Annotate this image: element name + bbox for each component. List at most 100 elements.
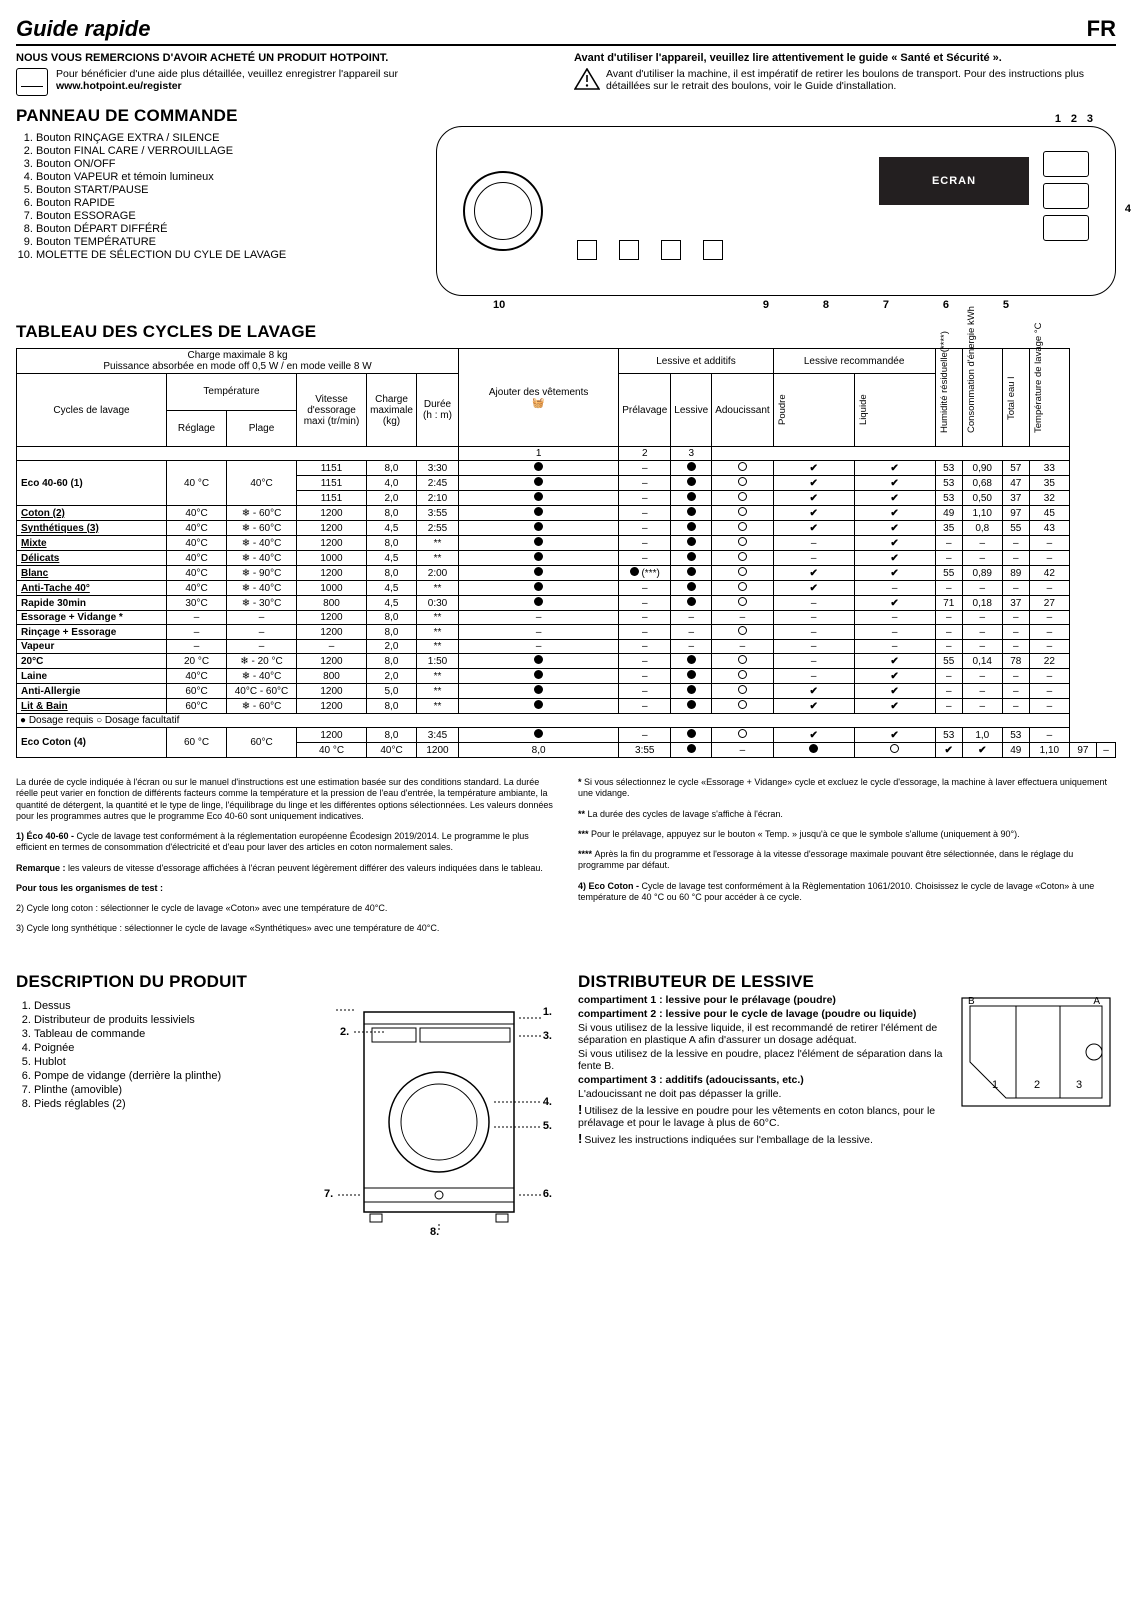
cell — [773, 625, 854, 640]
cell — [671, 611, 712, 625]
cell — [773, 669, 854, 684]
cell: 2:00 — [417, 566, 459, 581]
th-add-label: Ajouter des vêtements — [489, 387, 589, 398]
cell — [619, 625, 671, 640]
cell — [773, 640, 854, 654]
cell: 53 — [935, 476, 962, 491]
cell: 27 — [1029, 596, 1069, 611]
cell — [712, 521, 773, 536]
th-wtemp: Température de lavage °C — [1029, 349, 1069, 447]
table-row: Blanc40°C❄ - 90°C12008,02:00 (***)550,89… — [17, 566, 1116, 581]
language-code: FR — [1087, 16, 1116, 42]
cell — [459, 728, 619, 743]
diagram-num-6: 6 — [943, 299, 949, 311]
cell — [935, 581, 962, 596]
cell: 5,0 — [367, 684, 417, 699]
table-head-info: Charge maximale 8 kg Puissance absorbée … — [17, 349, 459, 374]
cell: ** — [417, 551, 459, 566]
cell — [854, 551, 935, 566]
fn-p5: 2) Cycle long coton : sélectionner le cy… — [16, 903, 554, 914]
control-label: Bouton RAPIDE — [36, 197, 115, 209]
cell — [854, 461, 935, 476]
detergent-diagram: 1 2 3 B A — [956, 992, 1116, 1112]
th-water-label: Total eau l — [1006, 363, 1017, 433]
warning-text: Avant d'utiliser la machine, il est impé… — [606, 68, 1116, 92]
cell: ❄ - 60°C — [227, 699, 297, 714]
th-spin: Vitesse d'essorage maxi (tr/min) — [297, 374, 367, 447]
cell: 1200 — [297, 536, 367, 551]
cell — [712, 669, 773, 684]
cell: 30°C — [167, 596, 227, 611]
control-list-col: Bouton RINÇAGE EXTRA / SILENCE Bouton FI… — [16, 126, 386, 296]
th-temp-range: Plage — [227, 410, 297, 447]
cell: 60°C — [227, 728, 297, 758]
cell — [773, 743, 854, 758]
table-row: Anti-Allergie60°C40°C - 60°C12005,0** — [17, 684, 1116, 699]
fn-p3: Remarque : les valeurs de vitesse d'esso… — [16, 863, 554, 874]
side-button-icon — [1043, 183, 1089, 209]
cell — [619, 476, 671, 491]
cell: 53 — [935, 461, 962, 476]
svg-text:1: 1 — [992, 1079, 998, 1091]
cell — [1029, 728, 1069, 743]
cell — [671, 625, 712, 640]
cell — [459, 476, 619, 491]
page-header: Guide rapide FR — [16, 16, 1116, 46]
cell: 1000 — [297, 581, 367, 596]
cell: 53 — [1002, 728, 1029, 743]
fn-p2-txt: Cycle de lavage test conformément à la r… — [16, 831, 529, 852]
cell: 71 — [935, 596, 962, 611]
cell — [459, 640, 619, 654]
cell — [459, 566, 619, 581]
cell: 55 — [935, 654, 962, 669]
cell: 37 — [1002, 491, 1029, 506]
cell: – — [227, 640, 297, 654]
panel-button-icon — [577, 240, 597, 260]
cell: 1,10 — [1029, 743, 1069, 758]
footnotes-left: La durée de cycle indiquée à l'écran ou … — [16, 768, 554, 944]
table-row: 20°C20 °C❄ - 20 °C12008,01:50550,147822 — [17, 654, 1116, 669]
fn-s2: ** La durée des cycles de lavage s'affic… — [578, 809, 1116, 820]
side-button-icon — [1043, 151, 1089, 177]
cell — [854, 611, 935, 625]
cell: 0:30 — [417, 596, 459, 611]
pd-4: 4. — [543, 1096, 552, 1108]
cell: 2:10 — [417, 491, 459, 506]
part-7: Plinthe (amovible) — [34, 1084, 221, 1096]
cell — [712, 476, 773, 491]
fn-p4-bold: Pour tous les organismes de test : — [16, 883, 163, 893]
svg-text:3: 3 — [1076, 1079, 1082, 1091]
warning-row: Avant d'utiliser la machine, il est impé… — [574, 68, 1116, 92]
cell: 35 — [1029, 476, 1069, 491]
control-label: Bouton FINAL CARE / VERROUILLAGE — [36, 145, 233, 157]
fn-s4-txt: Après la fin du programme et l'essorage … — [578, 849, 1073, 870]
cycle-name-cell: Anti-Tache 40° — [17, 581, 167, 596]
cycle-name-cell: Vapeur — [17, 640, 167, 654]
cell: 40°C — [167, 669, 227, 684]
fn-p1: La durée de cycle indiquée à l'écran ou … — [16, 777, 554, 822]
cell: ❄ - 40°C — [227, 551, 297, 566]
cycle-name-cell: Anti-Allergie — [17, 684, 167, 699]
cell — [671, 728, 712, 743]
cell: 1200 — [297, 654, 367, 669]
control-label: Bouton ESSORAGE — [36, 210, 136, 222]
bottom-columns: DESCRIPTION DU PRODUIT Dessus Distribute… — [16, 962, 1116, 1232]
cell: 800 — [297, 596, 367, 611]
control-label: Bouton RINÇAGE EXTRA / SILENCE — [36, 132, 219, 144]
cell — [854, 640, 935, 654]
cell: 1200 — [297, 625, 367, 640]
cell — [935, 684, 962, 699]
cell — [1002, 536, 1029, 551]
cell: 53 — [935, 491, 962, 506]
dist-warn2: !Suivez les instructions indiquées sur l… — [578, 1131, 1116, 1146]
cell — [619, 728, 671, 743]
footnotes: La durée de cycle indiquée à l'écran ou … — [16, 768, 1116, 944]
cell — [1029, 699, 1069, 714]
cell — [712, 743, 773, 758]
control-list: Bouton RINÇAGE EXTRA / SILENCE Bouton FI… — [16, 132, 386, 261]
th-liq: Liquide — [854, 374, 935, 447]
cell: 40°C — [167, 536, 227, 551]
cell — [459, 521, 619, 536]
cell — [935, 551, 962, 566]
th-hum: Humidité résiduelle(****) — [935, 349, 962, 447]
